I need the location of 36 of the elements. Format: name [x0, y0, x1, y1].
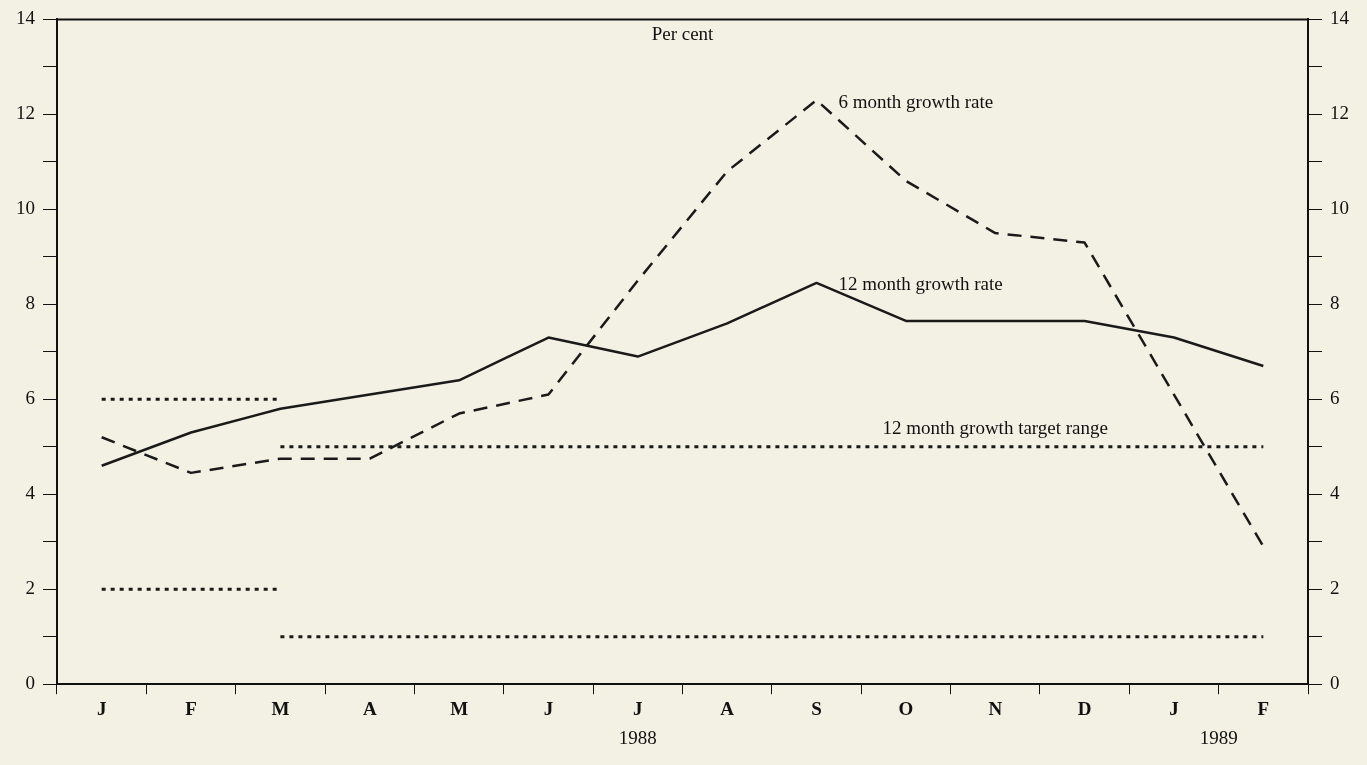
x-axis-title: 1988 — [618, 726, 657, 748]
y2-tick-label: 8 — [1330, 292, 1340, 314]
text: 1989 — [1199, 726, 1238, 748]
x-tick-label: F — [1257, 697, 1270, 719]
x-tick-label: J — [633, 697, 643, 719]
y2-tick-label: 14 — [1330, 7, 1350, 29]
y2-tick-label: 4 — [1330, 482, 1340, 504]
y-tick-label: 0 — [25, 672, 35, 694]
series-label: 6 month growth rate — [838, 90, 994, 112]
x-tick-label: M — [450, 697, 469, 719]
y-tick-label: 2 — [25, 577, 35, 599]
x-tick-label: N — [988, 697, 1003, 719]
annotation: 12 month growth target range — [882, 417, 1108, 439]
x-tick-label: A — [362, 697, 377, 719]
x-tick-label: J — [543, 697, 554, 719]
y-tick-label: 10 — [16, 197, 35, 219]
x-tick-label: A — [720, 697, 735, 719]
y-tick-label: 4 — [25, 482, 36, 504]
x-tick-label: D — [1077, 697, 1092, 719]
x-tick-label: S — [811, 697, 822, 719]
annotation: Per cent — [651, 22, 715, 44]
x-tick-label: O — [898, 697, 914, 719]
x-tick-label: J — [96, 697, 107, 719]
y2-tick-label: 0 — [1330, 672, 1340, 694]
series-label: 12 month growth rate — [838, 273, 1003, 295]
y-tick-label: 8 — [25, 292, 35, 314]
y-tick-label: 12 — [16, 102, 35, 124]
x-tick-label: M — [271, 697, 290, 719]
y2-tick-label: 10 — [1330, 197, 1349, 219]
x-tick-label: J — [1169, 697, 1179, 719]
y-tick-label: 6 — [25, 387, 35, 409]
y2-tick-label: 2 — [1330, 577, 1340, 599]
y-tick-label: 14 — [16, 7, 36, 29]
x-tick-label: F — [185, 697, 197, 719]
y2-tick-label: 12 — [1330, 102, 1349, 124]
y2-tick-label: 6 — [1330, 387, 1340, 409]
